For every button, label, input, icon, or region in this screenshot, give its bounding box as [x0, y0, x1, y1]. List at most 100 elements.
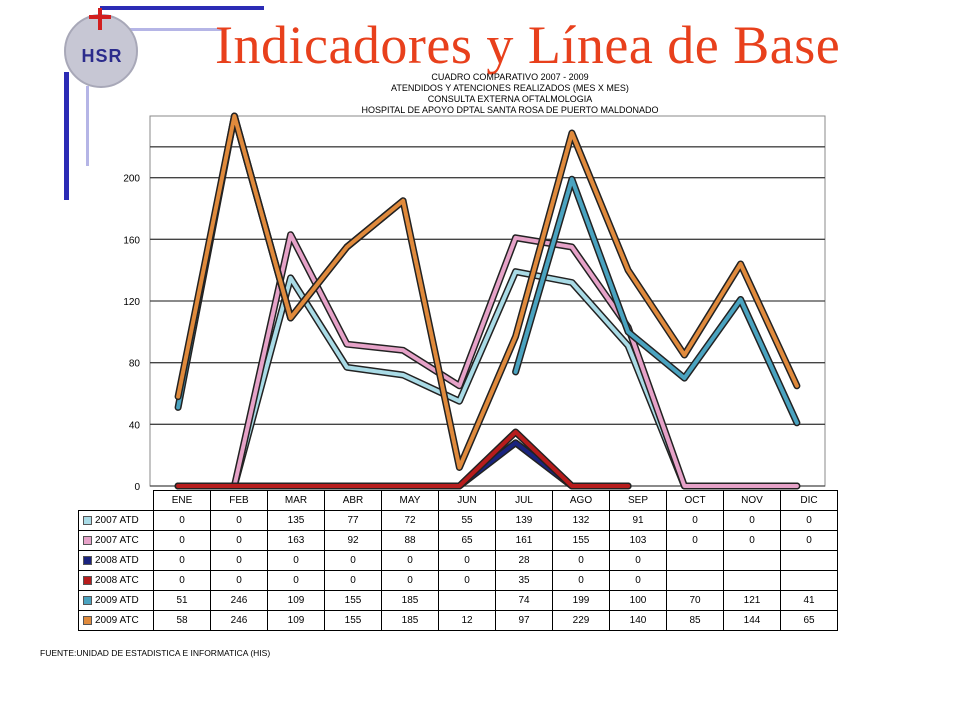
legend-label: 2008 ATC [95, 575, 139, 586]
data-cell: 58 [153, 610, 211, 631]
data-cell: 0 [210, 510, 268, 531]
data-cell [723, 570, 781, 591]
data-cell: 185 [381, 590, 439, 611]
chart-title-line: CONSULTA EXTERNA OFTALMOLOGIA [427, 94, 593, 104]
chart-title-line: HOSPITAL DE APOYO DPTAL SANTA ROSA DE PU… [361, 105, 659, 115]
data-cell: 0 [324, 550, 382, 571]
x-tick-label: MAR [267, 490, 325, 511]
data-cell: 155 [324, 610, 382, 631]
data-cell: 0 [780, 510, 838, 531]
table-row: 2009 ATD 51 246 109 155 185 74 199 100 70 121 41 [78, 590, 838, 611]
series-line [176, 430, 631, 488]
data-cell: 0 [552, 570, 610, 591]
data-table-header-row: ENE FEB MAR ABR MAY JUN JUL AGO SEP OCT NOV DIC [79, 490, 838, 511]
legend-label: 2009 ATC [95, 615, 139, 626]
frame-line-dark [64, 72, 69, 200]
data-cell: 0 [666, 530, 724, 551]
data-cell [780, 550, 838, 571]
legend-swatch-icon [83, 515, 92, 525]
data-cell: 35 [495, 570, 553, 591]
x-tick-label: MAY [381, 490, 439, 511]
chart-title-line: CUADRO COMPARATIVO 2007 - 2009 [431, 72, 589, 82]
data-cell: 0 [153, 510, 211, 531]
data-cell: 65 [438, 530, 496, 551]
frame-line-top-light [110, 28, 222, 31]
x-tick-label: FEB [210, 490, 268, 511]
data-cell: 155 [324, 590, 382, 611]
data-cell: 132 [552, 510, 610, 531]
data-cell: 0 [780, 530, 838, 551]
series-line [513, 177, 799, 425]
data-table: ENE FEB MAR ABR MAY JUN JUL AGO SEP OCT NOV DIC 200… [78, 490, 838, 631]
data-cell: 12 [438, 610, 496, 631]
y-tick-label: 120 [123, 297, 140, 308]
legend-entry: 2008 ATD [78, 550, 154, 571]
table-row: 2008 ATD 0 0 0 0 0 0 28 0 0 [78, 550, 838, 571]
data-cell: 0 [267, 570, 325, 591]
table-row: 2007 ATD 0 0 135 77 72 55 139 132 91 0 0 0 [78, 510, 838, 531]
data-cell: 97 [495, 610, 553, 631]
legend-entry: 2008 ATC [78, 570, 154, 591]
data-cell: 103 [609, 530, 667, 551]
x-tick-label: JUL [495, 490, 553, 511]
data-cell: 0 [324, 570, 382, 591]
data-cell: 185 [381, 610, 439, 631]
series-line [176, 114, 799, 470]
data-cell: 0 [153, 550, 211, 571]
legend-label: 2009 ATD [95, 595, 139, 606]
chart-title-line: ATENDIDOS Y ATENCIONES REALIZADOS (MES X… [391, 83, 629, 93]
x-tick-label: DIC [780, 490, 838, 511]
slide-title: Indicadores y Línea de Base [215, 15, 841, 75]
data-cell: 0 [381, 570, 439, 591]
legend-swatch-icon [83, 615, 92, 625]
data-cell: 121 [723, 590, 781, 611]
legend-swatch-icon [83, 575, 92, 585]
legend-label: 2008 ATD [95, 555, 139, 566]
data-cell: 88 [381, 530, 439, 551]
data-cell: 0 [552, 550, 610, 571]
data-cell: 74 [495, 590, 553, 611]
data-cell: 28 [495, 550, 553, 571]
data-cell: 109 [267, 610, 325, 631]
data-cell [666, 550, 724, 571]
legend-entry: 2009 ATD [78, 590, 154, 611]
data-cell: 41 [780, 590, 838, 611]
x-tick-label: SEP [609, 490, 667, 511]
data-cell: 229 [552, 610, 610, 631]
data-cell: 0 [210, 530, 268, 551]
data-cell: 91 [609, 510, 667, 531]
x-tick-label: AGO [552, 490, 610, 511]
y-tick-label: 160 [123, 235, 140, 246]
x-tick-label: ABR [324, 490, 382, 511]
data-cell: 139 [495, 510, 553, 531]
legend-entry: 2007 ATD [78, 510, 154, 531]
data-cell: 0 [723, 530, 781, 551]
data-cell: 65 [780, 610, 838, 631]
data-cell: 246 [210, 590, 268, 611]
data-table-corner [79, 491, 154, 511]
data-cell: 0 [267, 550, 325, 571]
y-tick-label: 80 [129, 359, 141, 370]
table-row: 2008 ATC 0 0 0 0 0 0 35 0 0 [78, 570, 838, 591]
data-cell: 0 [723, 510, 781, 531]
data-cell [666, 570, 724, 591]
data-cell: 161 [495, 530, 553, 551]
data-cell: 55 [438, 510, 496, 531]
legend-label: 2007 ATC [95, 535, 139, 546]
data-cell: 85 [666, 610, 724, 631]
x-tick-label: JUN [438, 490, 496, 511]
data-cell: 163 [267, 530, 325, 551]
data-cell [438, 590, 496, 611]
legend-label: 2007 ATD [95, 515, 139, 526]
data-cell: 70 [666, 590, 724, 611]
data-cell: 92 [324, 530, 382, 551]
frame-line-light [86, 86, 89, 166]
data-cell: 199 [552, 590, 610, 611]
data-cell: 0 [210, 550, 268, 571]
legend-swatch-icon [83, 535, 92, 545]
table-row: 2007 ATC 0 0 163 92 88 65 161 155 103 0 0 0 [78, 530, 838, 551]
data-cell: 246 [210, 610, 268, 631]
data-cell: 0 [210, 570, 268, 591]
